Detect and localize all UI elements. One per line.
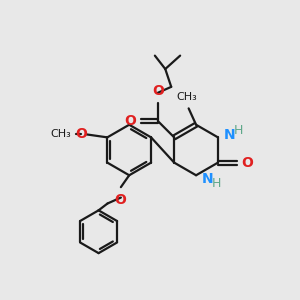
- Text: O: O: [124, 114, 136, 128]
- Text: H: H: [212, 177, 221, 190]
- Text: CH₃: CH₃: [50, 129, 71, 140]
- Text: O: O: [242, 156, 254, 170]
- Text: CH₃: CH₃: [177, 92, 197, 102]
- Text: O: O: [114, 193, 126, 206]
- Text: N: N: [223, 128, 235, 142]
- Text: N: N: [201, 172, 213, 186]
- Text: O: O: [75, 128, 87, 141]
- Text: H: H: [233, 124, 243, 137]
- Text: O: O: [152, 84, 164, 98]
